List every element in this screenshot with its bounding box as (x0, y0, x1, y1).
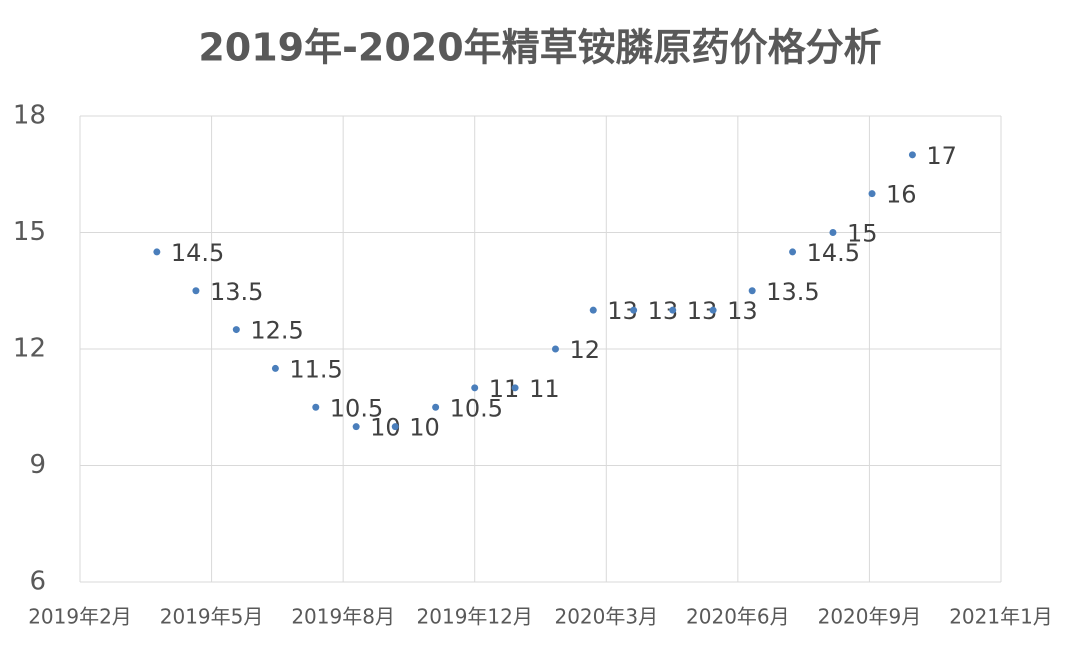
data-label: 10.5 (330, 394, 383, 422)
point (669, 306, 677, 314)
point (630, 306, 638, 314)
y-tick-label: 12 (13, 334, 46, 364)
data-label: 12 (569, 336, 600, 364)
data-label: 12.5 (250, 317, 303, 345)
point (312, 403, 320, 411)
point (432, 403, 440, 411)
x-tick-label: 2019年12月 (417, 605, 533, 629)
x-tick-label: 2021年1月 (949, 605, 1053, 629)
data-label: 14.5 (807, 239, 860, 267)
point (589, 306, 597, 314)
x-tick-label: 2019年8月 (291, 605, 395, 629)
data-label: 10 (409, 414, 440, 442)
point (153, 248, 161, 256)
data-label: 11.5 (289, 355, 342, 383)
point (271, 364, 279, 372)
y-tick-label: 9 (29, 450, 46, 480)
y-tick-label: 6 (29, 567, 46, 597)
x-tick-label: 2020年6月 (686, 605, 790, 629)
point (868, 190, 876, 198)
point (709, 306, 717, 314)
x-tick-label: 2019年5月 (160, 605, 264, 629)
data-label: 13.5 (766, 278, 819, 306)
data-label: 15 (847, 220, 878, 248)
point (232, 326, 240, 334)
data-label: 17 (926, 142, 957, 170)
point (511, 384, 519, 392)
data-label: 10.5 (450, 394, 503, 422)
point (352, 423, 360, 431)
point (748, 287, 756, 295)
x-tick-label: 2020年9月 (818, 605, 922, 629)
chart-title: 2019年-2020年精草铵膦原药价格分析 (198, 26, 881, 70)
point (829, 229, 837, 236)
point (789, 248, 797, 256)
point (192, 287, 200, 295)
x-tick-label: 2019年2月 (28, 605, 132, 629)
point (391, 423, 399, 431)
data-label: 14.5 (171, 239, 224, 267)
point (471, 384, 479, 392)
point (908, 151, 916, 159)
y-tick-label: 18 (13, 101, 46, 131)
data-label: 11 (529, 375, 560, 403)
point (551, 345, 559, 353)
data-label: 13 (727, 297, 758, 325)
data-label: 16 (886, 181, 917, 209)
x-tick-label: 2020年3月 (554, 605, 658, 629)
data-label: 13.5 (210, 278, 263, 306)
y-tick-label: 15 (13, 217, 46, 247)
